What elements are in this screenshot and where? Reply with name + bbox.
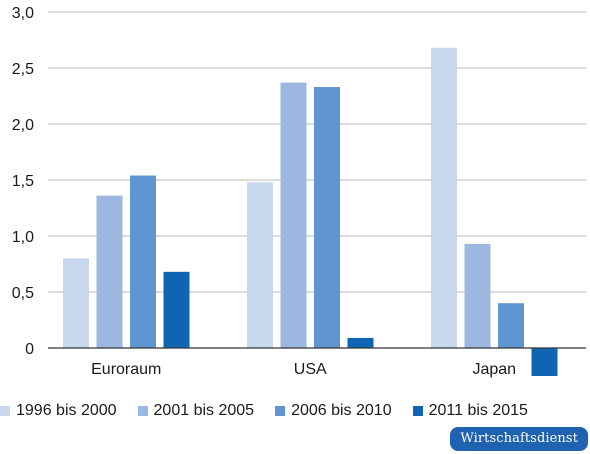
bar [347, 337, 374, 348]
bar [247, 182, 273, 348]
bar [464, 243, 491, 348]
legend-item-2011-2015: 2011 bis 2015 [412, 402, 528, 420]
legend-swatch [275, 406, 286, 416]
bar [63, 258, 89, 348]
legend-swatch [0, 406, 10, 416]
legend-item-1996-2000: 1996 bis 2000 [0, 402, 117, 420]
y-tick-label: 2,5 [12, 61, 34, 78]
legend-label: 1996 bis 2000 [16, 402, 117, 419]
y-tick-label: 1,0 [12, 229, 34, 246]
legend-label: 2006 bis 2010 [291, 402, 392, 419]
bar [431, 47, 457, 349]
bar [531, 348, 558, 376]
legend-swatch [412, 406, 423, 416]
publisher-logo: Wirtschaftsdienst [450, 427, 588, 451]
legend: 1996 bis 2000 2001 bis 2005 2006 bis 201… [0, 399, 590, 423]
y-tick-label: 0,5 [12, 285, 34, 302]
y-tick-label: 1,5 [12, 173, 34, 190]
x-category-label: Euroraum [91, 361, 161, 378]
x-category-label: Japan [472, 361, 516, 378]
legend-item-2001-2005: 2001 bis 2005 [137, 402, 255, 420]
bar [280, 82, 307, 348]
legend-swatch [137, 406, 148, 416]
legend-label: 2001 bis 2005 [153, 402, 255, 419]
legend-label: 2011 bis 2015 [428, 402, 528, 419]
y-tick-label: 0 [25, 341, 34, 358]
bar [130, 175, 156, 348]
bar [96, 195, 123, 348]
bar [498, 303, 524, 348]
bar [163, 271, 190, 348]
y-tick-label: 2,0 [12, 117, 34, 134]
legend-item-2006-2010: 2006 bis 2010 [275, 402, 392, 420]
bar [314, 87, 340, 348]
bar-chart: 0 0,5 1,0 1,5 2,0 2,5 3,0 Euroraum USA Japan [12, 5, 586, 378]
x-category-label: USA [294, 361, 327, 378]
y-tick-label: 3,0 [12, 5, 34, 22]
